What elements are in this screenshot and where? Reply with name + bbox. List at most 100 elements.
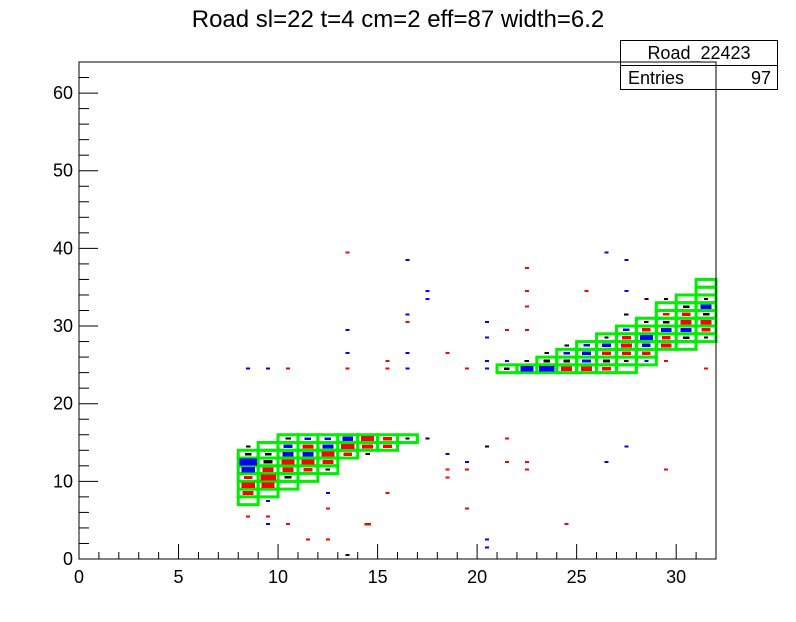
data-cell (445, 476, 450, 479)
data-cell (604, 251, 609, 254)
chart-title: Road sl=22 t=4 cm=2 eff=87 width=6.2 (191, 6, 605, 33)
data-cell (703, 297, 709, 300)
data-cell (682, 336, 690, 339)
road-box (694, 277, 718, 289)
data-cell (322, 459, 334, 465)
data-cell (445, 453, 450, 456)
data-cell (425, 297, 430, 300)
plot-frame (78, 61, 717, 560)
data-cell (681, 312, 691, 317)
data-cell (624, 290, 629, 293)
data-cell (241, 467, 255, 473)
data-cell (244, 452, 252, 456)
data-cell (664, 359, 669, 362)
data-cell (662, 320, 670, 324)
y-tick-label: 30 (53, 316, 73, 336)
data-cell (604, 460, 609, 463)
data-cell (266, 499, 271, 502)
data-cell (263, 460, 273, 464)
data-cell (524, 266, 529, 269)
data-cell (325, 491, 330, 494)
road-box (674, 293, 698, 305)
data-cell (241, 482, 255, 488)
data-cell (604, 336, 609, 339)
y-tick-label: 50 (53, 161, 73, 181)
data-cell (504, 367, 510, 370)
data-cell (561, 366, 573, 371)
data-cell (321, 451, 335, 457)
data-cell (302, 452, 314, 457)
road-box (654, 301, 678, 312)
data-cell (345, 352, 350, 355)
data-cell (266, 515, 271, 518)
data-cell (282, 467, 294, 472)
data-cell (624, 445, 629, 448)
data-cell (584, 290, 589, 293)
data-cell (425, 437, 430, 440)
data-cell (405, 259, 410, 262)
data-cell (602, 343, 611, 348)
x-tick-label: 15 (368, 567, 388, 587)
data-cell (286, 523, 291, 526)
data-cell (504, 328, 509, 331)
data-cell (504, 437, 509, 440)
y-tick-label: 10 (53, 471, 73, 491)
data-cell (661, 335, 671, 340)
data-cell (405, 437, 410, 440)
data-cell (301, 459, 315, 465)
data-cell (624, 313, 629, 316)
data-cell (385, 491, 390, 494)
x-tick-label: 10 (268, 567, 288, 587)
data-cell (485, 336, 490, 339)
data-cell (680, 327, 692, 333)
data-cell (345, 328, 350, 331)
entries-value: 97 (750, 68, 771, 88)
data-cell (242, 490, 254, 496)
data-cell (700, 304, 712, 309)
data-cell (283, 444, 293, 449)
data-cell (325, 507, 330, 510)
x-tick-label: 30 (666, 567, 686, 587)
data-cell (322, 444, 334, 449)
data-cell (345, 367, 350, 370)
data-cell (425, 290, 430, 293)
y-tick-label: 20 (53, 394, 73, 414)
data-cell (485, 445, 490, 448)
data-cell (246, 445, 251, 448)
data-cell (365, 453, 370, 456)
data-cell (405, 367, 410, 370)
data-cell (700, 320, 712, 325)
data-cell (364, 522, 371, 526)
data-cell (264, 452, 272, 456)
data-cell (485, 546, 490, 549)
data-cell (324, 437, 332, 440)
data-cell (641, 351, 651, 355)
data-cell (701, 328, 711, 332)
data-cell (563, 359, 570, 363)
data-cell (544, 352, 549, 355)
data-cell (362, 444, 374, 449)
data-cell (543, 359, 551, 363)
data-cell (266, 367, 271, 370)
data-cell (465, 507, 470, 510)
data-cell (343, 452, 353, 456)
data-cell (385, 367, 390, 370)
data-cell (345, 251, 350, 254)
data-cell (246, 367, 251, 370)
data-cell (504, 359, 510, 362)
data-cell (285, 437, 291, 440)
data-cell (286, 367, 291, 370)
data-cell (641, 343, 651, 348)
data-cell (445, 468, 450, 471)
data-cell (603, 359, 610, 363)
data-cell (485, 359, 490, 362)
axis-layer: 0 5 10 15 20 25 30 0 10 20 30 40 50 60 (53, 61, 717, 587)
cell-layer (239, 251, 712, 557)
data-cell (524, 468, 529, 471)
data-cell (246, 515, 251, 518)
data-cell (261, 482, 275, 488)
data-cell (260, 474, 276, 481)
data-cell (266, 523, 271, 526)
data-cell (539, 365, 555, 372)
data-cell (465, 367, 470, 370)
